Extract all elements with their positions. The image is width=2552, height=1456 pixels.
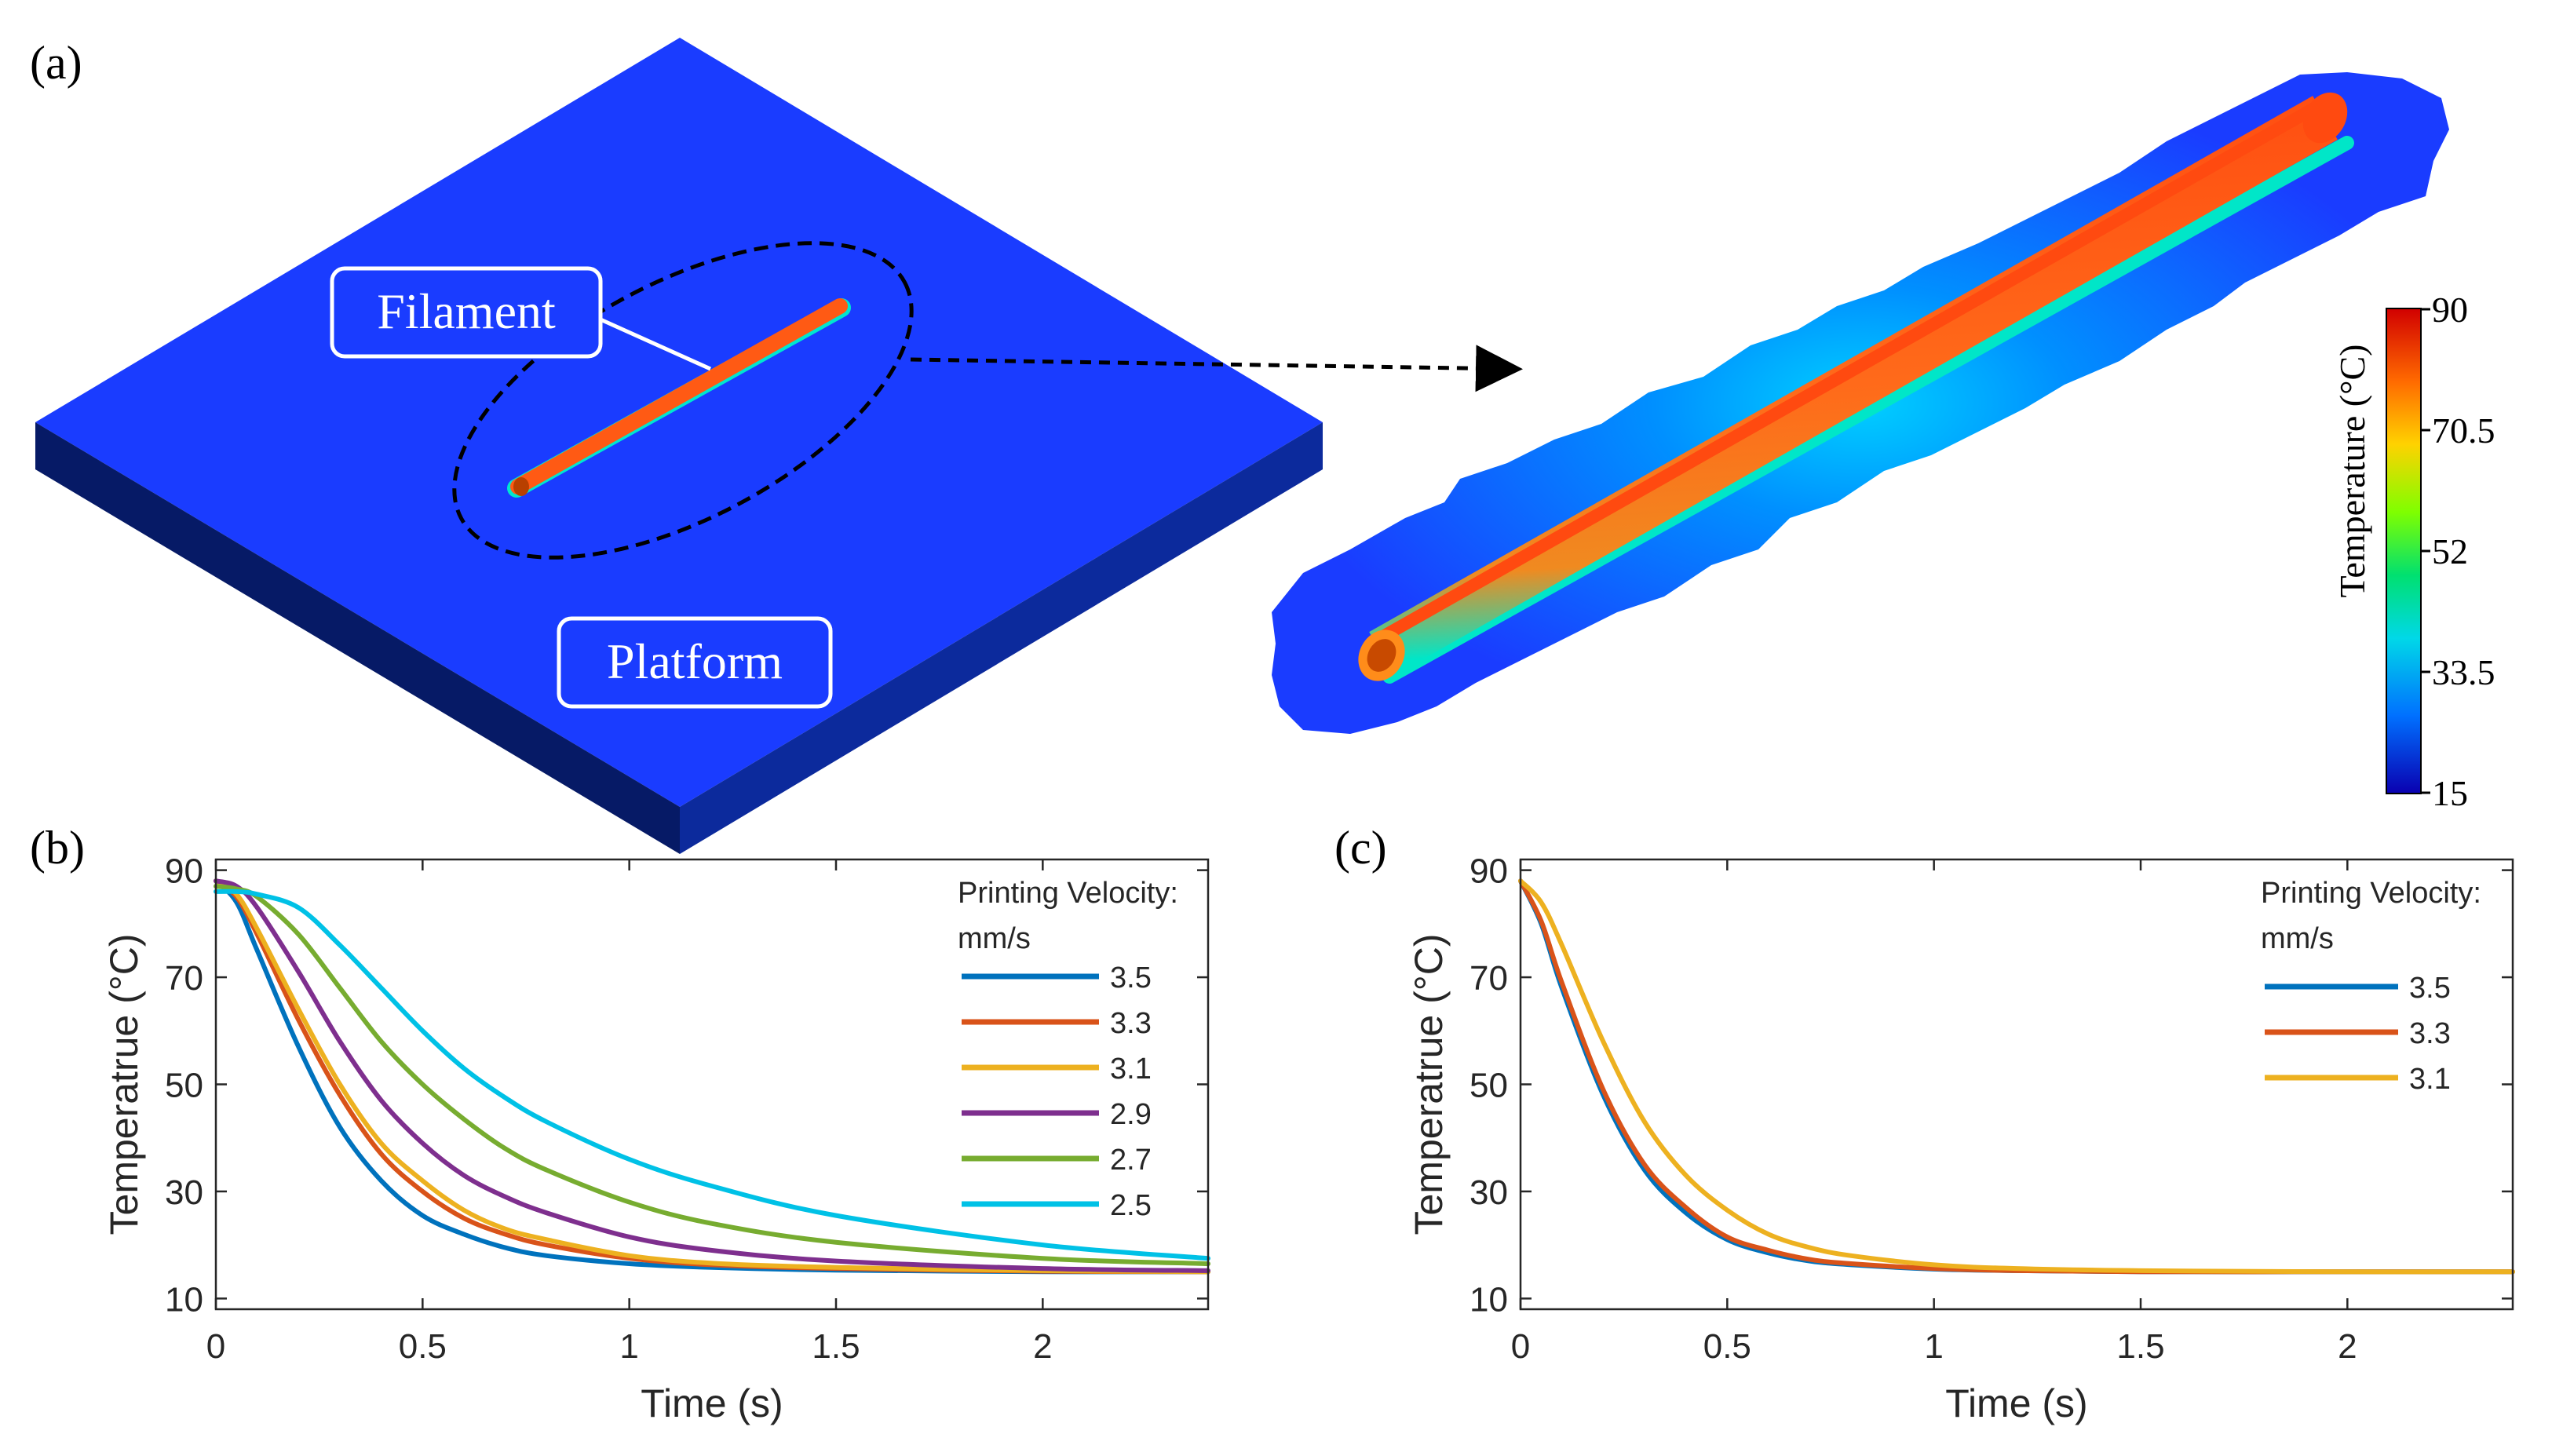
legend-label-2.7: 2.7 bbox=[1110, 1144, 1152, 1177]
zoomed-filament-view bbox=[1272, 72, 2449, 734]
highlight-ellipse bbox=[452, 241, 914, 560]
legend-title: mm/s bbox=[958, 922, 1031, 955]
rod-contact-edge bbox=[1382, 136, 2354, 684]
colorbar-tick-label: 15 bbox=[2432, 773, 2468, 813]
y-tick-label: 10 bbox=[165, 1280, 203, 1319]
colorbar-tick-label: 33.5 bbox=[2432, 652, 2495, 692]
filament-label-box: Filament bbox=[330, 266, 603, 359]
plot-frame bbox=[1519, 858, 2514, 1311]
series-line-3.1 bbox=[1518, 878, 2515, 1275]
filament-label: Filament bbox=[377, 283, 556, 339]
series-line-2.5 bbox=[214, 889, 1210, 1261]
x-tick-label: 1 bbox=[1924, 1327, 1943, 1366]
colorbar-gradient bbox=[2386, 308, 2422, 794]
legend-label-3.3: 3.3 bbox=[2409, 1017, 2451, 1050]
plot-frame bbox=[214, 858, 1210, 1311]
rod-end-cap bbox=[2302, 92, 2348, 144]
legend-label-3.1: 3.1 bbox=[1110, 1053, 1152, 1086]
x-tick-label: 2 bbox=[2338, 1327, 2357, 1366]
colorbar: 90 70.5 52 33.5 15 Temperature (°C) bbox=[2332, 290, 2495, 813]
series-line-2.9 bbox=[214, 878, 1210, 1273]
series-line-3.1 bbox=[214, 878, 1210, 1275]
panel-b: (b) 0 0.5 1 1.5 2 10 30 50 70 90 Time (s) Temperatr… bbox=[30, 822, 1210, 1425]
x-tick-label: 1 bbox=[619, 1327, 638, 1366]
y-axis-label: Temperatrue (°C) bbox=[1407, 934, 1451, 1235]
x-axis-label: Time (s) bbox=[1945, 1381, 2087, 1425]
colorbar-tick-label: 90 bbox=[2432, 290, 2468, 330]
legend-label-3.1: 3.1 bbox=[2409, 1063, 2451, 1096]
y-tick-label: 70 bbox=[165, 959, 203, 998]
legend-label-2.5: 2.5 bbox=[1110, 1189, 1152, 1222]
y-tick-label: 50 bbox=[165, 1067, 203, 1105]
x-tick-label: 0 bbox=[1511, 1327, 1530, 1366]
platform bbox=[35, 38, 1323, 854]
y-axis-label: Temperatrue (°C) bbox=[102, 934, 146, 1235]
zoom-arrow bbox=[910, 345, 1523, 392]
legend-title: Printing Velocity: bbox=[958, 877, 1178, 910]
panel-label-b: (b) bbox=[30, 822, 85, 874]
y-tick-label: 30 bbox=[165, 1173, 203, 1212]
colorbar-tick-label: 70.5 bbox=[2432, 411, 2495, 451]
legend-label-3.5: 3.5 bbox=[1110, 962, 1152, 994]
y-tick-label: 30 bbox=[1469, 1173, 1508, 1212]
x-tick-label: 0.5 bbox=[1703, 1327, 1751, 1366]
small-filament bbox=[507, 298, 851, 498]
filament-leader-line bbox=[599, 317, 712, 371]
x-tick-label: 1.5 bbox=[2116, 1327, 2164, 1366]
y-tick-label: 50 bbox=[1469, 1067, 1508, 1105]
rod-body bbox=[1369, 96, 2338, 676]
legend-label-2.9: 2.9 bbox=[1110, 1098, 1152, 1131]
x-tick-label: 1.5 bbox=[812, 1327, 860, 1366]
legend-title: Printing Velocity: bbox=[2261, 877, 2481, 910]
legend-title: mm/s bbox=[2261, 922, 2334, 955]
chart-b: 0 0.5 1 1.5 2 10 30 50 70 90 Time (s) Temperatrue (… bbox=[102, 852, 1210, 1425]
platform-side-right bbox=[680, 422, 1323, 854]
x-tick-label: 2 bbox=[1033, 1327, 1052, 1366]
legend-label-3.5: 3.5 bbox=[2409, 972, 2451, 1005]
colorbar-tick-label: 52 bbox=[2432, 531, 2468, 571]
chart-c: 0 0.5 1 1.5 2 10 30 50 70 90 Time (s) Temperatrue (… bbox=[1407, 852, 2515, 1425]
series-line-2.7 bbox=[214, 884, 1210, 1267]
panel-c: (c) 0 0.5 1 1.5 2 10 30 50 70 90 Time (s) Temperatr… bbox=[1334, 822, 2515, 1425]
platform-side-left bbox=[35, 422, 680, 854]
x-tick-label: 0 bbox=[206, 1327, 225, 1366]
panel-label-a: (a) bbox=[30, 37, 82, 89]
panel-a: (a) Filament Platform bbox=[30, 37, 2495, 854]
panel-label-c: (c) bbox=[1334, 822, 1387, 874]
legend: Printing Velocity: mm/s 3.5 3.3 3.1 bbox=[2261, 877, 2481, 1096]
platform-label-box: Platform bbox=[557, 616, 833, 709]
colorbar-title: Temperature (°C) bbox=[2332, 345, 2372, 598]
legend: Printing Velocity: mm/s 3.5 3.3 3.1 2.9 2.7 2.5 bbox=[958, 877, 1178, 1222]
platform-label: Platform bbox=[607, 633, 783, 689]
y-tick-label: 90 bbox=[1469, 852, 1508, 891]
platform-top bbox=[35, 38, 1323, 807]
y-tick-label: 10 bbox=[1469, 1280, 1508, 1319]
x-axis-label: Time (s) bbox=[641, 1381, 783, 1425]
x-tick-label: 0.5 bbox=[399, 1327, 447, 1366]
y-tick-label: 90 bbox=[165, 852, 203, 891]
legend-label-3.3: 3.3 bbox=[1110, 1007, 1152, 1040]
y-tick-label: 70 bbox=[1469, 959, 1508, 998]
rod-section-inner bbox=[1367, 639, 1396, 672]
rod-top-band bbox=[1378, 97, 2328, 643]
